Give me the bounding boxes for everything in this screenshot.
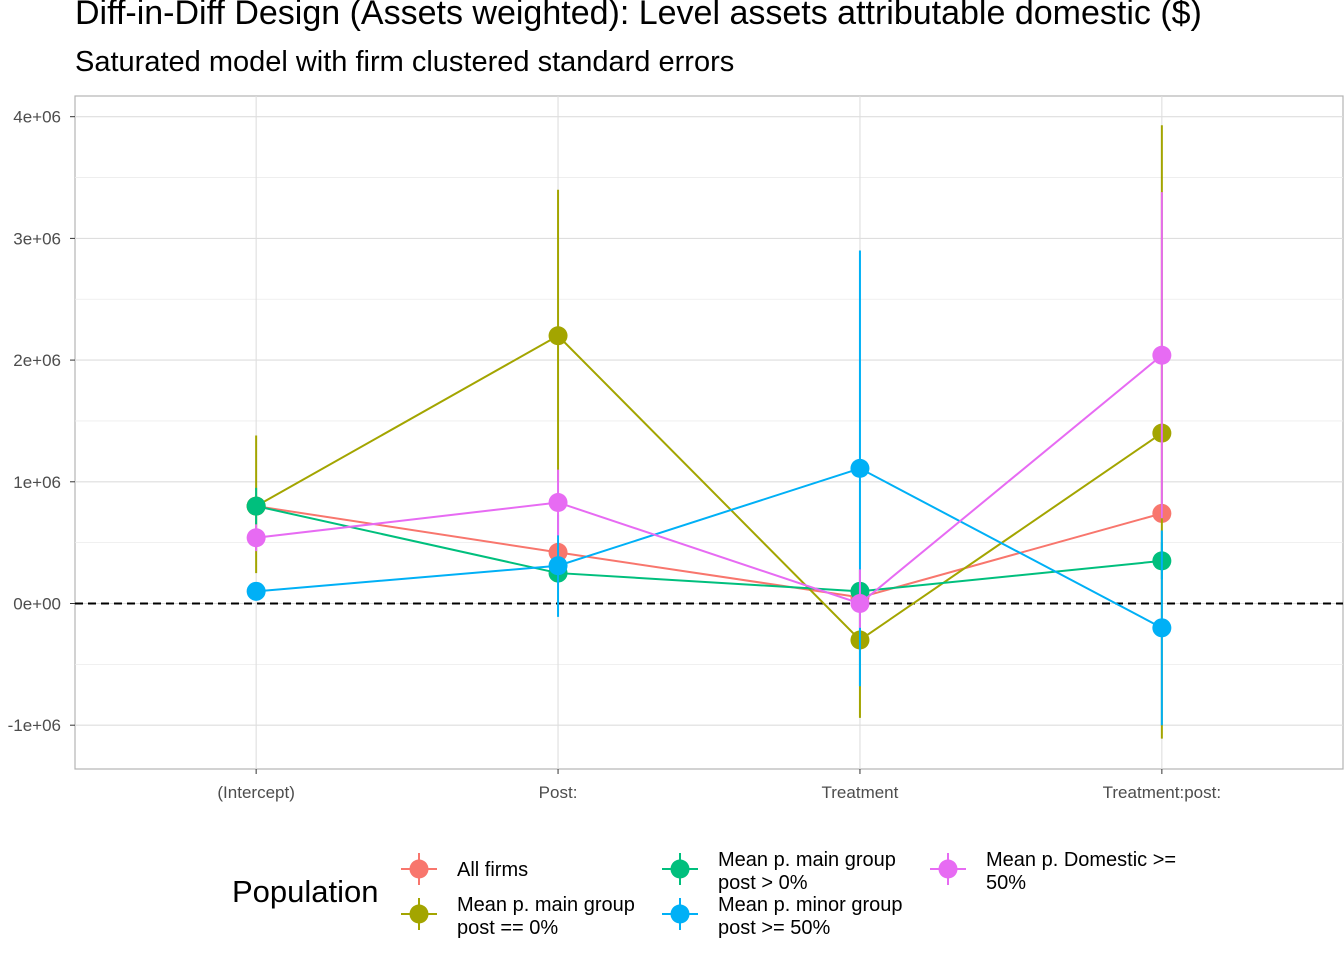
legend-label: Mean p. minor group post >= 50% [718,894,903,939]
y-tick-label: 3e+06 [13,229,61,248]
series-2 [246,487,1172,601]
axes: -1e+06 0e+00 1e+06 2e+06 3e+06 4e+06 (Intercep… [8,108,1221,802]
chart-title: Diff-in-Diff Design (Assets weighted): L… [75,0,1202,32]
data-point [548,326,568,346]
legend-item-main-group-zero: Mean p. main group post == 0% [399,894,635,940]
legend-key-point [938,859,958,879]
plot-panel [74,95,1344,770]
series-line [255,505,1162,593]
legend-label: Mean p. main group post == 0% [457,894,635,939]
x-tick-label: Post: [539,783,578,802]
legend-item-domestic: Mean p. Domestic >= 50% [928,849,1176,895]
data-point [850,593,870,613]
legend-key-domestic [930,853,966,885]
series-line [255,505,1163,599]
series-line [256,354,1163,605]
chart-subtitle: Saturated model with firm clustered stan… [75,46,735,78]
legend-label: All firms [457,859,529,881]
data-point [1152,618,1172,638]
series-line [255,334,1163,642]
data-point [548,492,568,512]
legend-key-minor-group [662,898,698,930]
legend-key-point [670,859,690,879]
data-point [246,528,266,548]
legend-item-minor-group: Mean p. minor group post >= 50% [660,894,903,940]
data-point [246,496,266,516]
legend-key-main-group-positive [662,853,698,885]
series-4 [246,192,1172,628]
x-tick-label: Treatment:post: [1103,783,1221,802]
data-point [548,556,568,576]
series-group [246,125,1172,739]
legend-label: Mean p. main group post > 0% [718,849,896,894]
y-tick-label: 1e+06 [13,473,61,492]
y-tick-label: 2e+06 [13,351,61,370]
series-1 [246,125,1172,739]
data-point [246,581,266,601]
legend-key-main-group-zero [401,898,437,930]
legend-key-point [409,904,429,924]
series-0 [246,496,1172,607]
series-3 [246,250,1172,726]
y-tick-label: 4e+06 [13,108,61,127]
legend-key-point [409,859,429,879]
data-point [1152,345,1172,365]
data-point [850,458,870,478]
x-tick-label: (Intercept) [217,783,294,802]
y-tick-label: 0e+00 [13,594,61,613]
x-tick-label: Treatment [822,783,899,802]
legend-key-all-firms [401,853,437,885]
series-line [256,467,1163,629]
legend-title: Population [232,874,379,909]
legend-item-main-group-positive: Mean p. main group post > 0% [660,849,896,895]
legend-key-point [670,904,690,924]
legend-label: Mean p. Domestic >= 50% [986,849,1177,894]
y-tick-label: -1e+06 [8,716,61,735]
legend-item-all-firms: All firms [399,849,528,889]
